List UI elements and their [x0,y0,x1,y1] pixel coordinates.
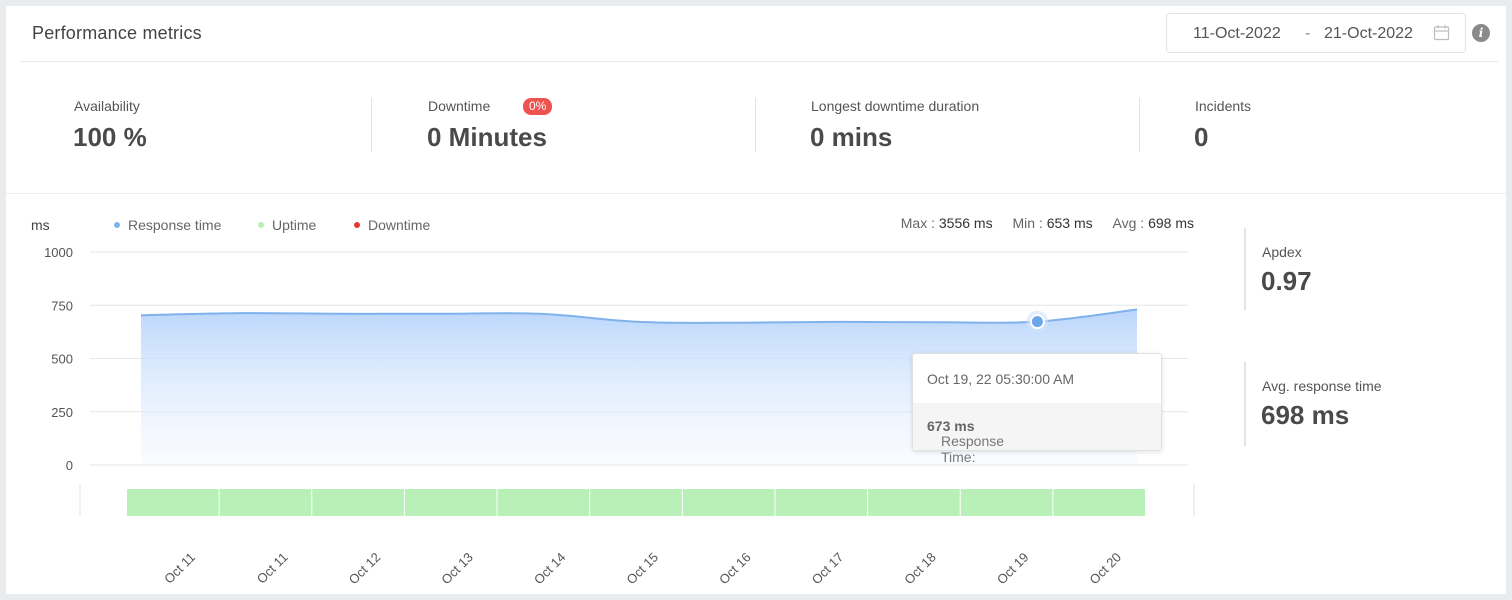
metric-availability: Availability 100 % [73,98,147,152]
legend-response-label: Response time [128,217,222,233]
x-tick-label: Oct 15 [623,550,661,588]
date-range-picker[interactable]: 11-Oct-2022 - 21-Oct-2022 [1166,13,1466,53]
uptime-segment [682,489,775,516]
y-tick-label: 0 [66,458,73,473]
y-tick-label: 250 [51,405,73,420]
avg-value: 698 ms [1148,215,1194,231]
x-tick-label: Oct 17 [809,550,847,588]
incidents-label: Incidents [1195,98,1252,114]
response-area [141,309,1137,465]
uptime-segment [404,489,497,516]
metric-downtime: Downtime 0% 0 Minutes [427,98,553,152]
incidents-value: 0 [1194,122,1209,152]
y-tick-label: 500 [51,352,73,367]
header-divider [20,61,1498,62]
legend-uptime[interactable]: Uptime [258,217,316,233]
section-divider [6,193,1506,194]
uptime-segment [960,489,1053,516]
calendar-icon[interactable] [1433,24,1450,41]
metric-divider [1244,228,1246,310]
metric-divider [1244,362,1246,446]
uptime-segment [219,489,312,516]
y-axis-unit: ms [31,217,50,233]
metric-incidents: Incidents 0 [1194,98,1252,152]
x-tick-label: Oct 13 [438,550,476,588]
date-separator: - [1305,25,1311,42]
legend-uptime-label: Uptime [272,217,317,233]
legend-dot-icon [354,222,360,229]
min-label: Min : [1012,215,1043,231]
availability-value: 100 % [73,122,147,152]
metric-divider [1139,98,1140,152]
avg-label: Avg : [1112,215,1145,231]
date-to[interactable]: 21-Oct-2022 [1324,25,1413,42]
uptime-segment [312,489,404,516]
response-stats: Max : 3556 ms Min : 653 ms Avg : 698 ms [6,215,1194,231]
x-tick-label: Oct 18 [901,550,939,588]
avg-response-value: 698 ms [1261,400,1350,430]
legend-downtime[interactable]: Downtime [354,217,430,233]
legend-dot-icon [258,222,264,229]
date-from[interactable]: 11-Oct-2022 [1193,25,1281,42]
uptime-segment [1053,489,1145,516]
max-value: 3556 ms [938,215,993,231]
y-tick-label: 750 [51,298,73,313]
y-tick-label: 1000 [44,245,73,260]
longest-downtime-value: 0 mins [810,122,893,152]
page-title: Performance metrics [32,23,202,43]
metric-longest-downtime: Longest downtime duration 0 mins [810,98,980,152]
apdex-label: Apdex [1262,244,1302,260]
uptime-segment [497,489,590,516]
response-time-chart[interactable]: 0 250 500 750 1000 Oct 11 Oct 11 Oct 12 Oct 13 Oc… [6,6,1226,594]
metric-divider [371,98,372,152]
tooltip-date: Oct 19, 22 05:30:00 AM [927,371,1075,387]
x-tick-label: Oct 12 [346,550,384,588]
panel-header: Performance metrics 11-Oct-2022 - 21-Oct… [6,6,1506,62]
legend-downtime-label: Downtime [368,217,431,233]
metric-divider [755,98,756,152]
hover-point [1029,314,1045,330]
uptime-segment [775,489,868,516]
availability-label: Availability [74,98,140,114]
tooltip-value: 673 ms [927,418,975,434]
tooltip-body: Response Time: 673 ms [913,403,1161,465]
x-tick-label: Oct 11 [161,550,198,587]
apdex-value: 0.97 [1261,266,1312,296]
x-tick-label: Oct 19 [994,550,1032,588]
x-tick-label: Oct 11 [254,550,291,587]
x-tick-label: Oct 14 [531,550,569,588]
info-icon[interactable]: i [1472,24,1490,42]
legend-dot-icon [114,222,120,229]
avg-response-label: Avg. response time [1262,378,1382,394]
uptime-segment [590,489,682,516]
response-line [140,308,1138,324]
x-tick-label: Oct 20 [1086,550,1124,588]
tooltip-label: Response Time: [941,433,1005,465]
min-value: 653 ms [1046,215,1093,231]
x-tick-label: Oct 16 [716,550,754,588]
chart-tooltip: Oct 19, 22 05:30:00 AM Response Time: 67… [912,353,1162,465]
downtime-value: 0 Minutes [427,122,547,152]
performance-panel: Performance metrics 11-Oct-2022 - 21-Oct… [6,6,1506,594]
uptime-segment [127,489,219,516]
max-label: Max : [900,215,935,231]
downtime-percent-badge: 0% [523,98,553,115]
uptime-segment [868,489,960,516]
longest-downtime-label: Longest downtime duration [811,98,980,114]
legend-response-time[interactable]: Response time [114,217,221,233]
downtime-label: Downtime [428,98,491,114]
